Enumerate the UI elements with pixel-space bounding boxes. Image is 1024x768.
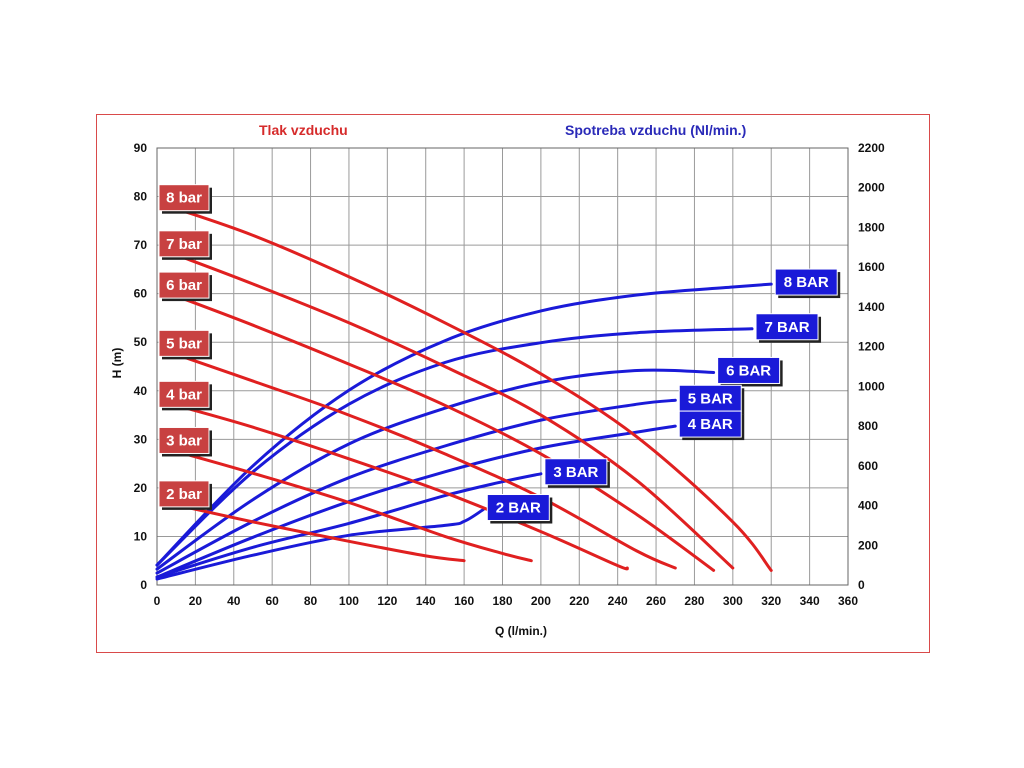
x-tick-label: 20 bbox=[189, 594, 203, 608]
head-label-3-bar: 3 bar bbox=[166, 432, 202, 449]
air-curve-7-bar bbox=[155, 327, 754, 567]
air-label-box bbox=[544, 458, 608, 486]
x-tick-label: 220 bbox=[569, 594, 589, 608]
air-label-8-bar: 8 BAR bbox=[784, 274, 829, 291]
y-left-tick-label: 80 bbox=[134, 190, 148, 204]
y-left-tick-label: 10 bbox=[134, 529, 148, 543]
head-curve-5-bar bbox=[174, 352, 677, 570]
air-curve-6-bar bbox=[155, 368, 716, 571]
left-title: Tlak vzduchu bbox=[259, 122, 348, 138]
head-label-5-bar: 5 bar bbox=[166, 335, 202, 352]
tick-labels: 0 20 40 60 80 100 120 140 160 180 200 220 240 260 280 3… bbox=[134, 141, 885, 608]
y-left-tick-label: 30 bbox=[134, 432, 148, 446]
air-label-box bbox=[717, 356, 781, 384]
head-curve-2-bar bbox=[174, 503, 466, 563]
x-tick-label: 40 bbox=[227, 594, 241, 608]
head-label-box bbox=[158, 426, 210, 454]
air-label-box bbox=[678, 410, 742, 438]
x-tick-label: 260 bbox=[646, 594, 666, 608]
air-label-3-bar: 3 BAR bbox=[553, 464, 598, 481]
head-label-4-bar: 4 bar bbox=[166, 386, 202, 403]
x-tick-label: 300 bbox=[723, 594, 743, 608]
x-tick-label: 360 bbox=[838, 594, 858, 608]
y-right-tick-label: 600 bbox=[858, 459, 878, 473]
air-label-box bbox=[678, 384, 742, 412]
x-tick-label: 240 bbox=[608, 594, 628, 608]
y-left-tick-label: 90 bbox=[134, 141, 148, 155]
air-label-7-bar: 7 BAR bbox=[765, 319, 810, 336]
y-right-tick-label: 2000 bbox=[858, 181, 885, 195]
x-tick-label: 80 bbox=[304, 594, 318, 608]
x-tick-label: 340 bbox=[800, 594, 820, 608]
y-right-tick-label: 800 bbox=[858, 419, 878, 433]
y-left-tick-label: 70 bbox=[134, 238, 148, 252]
y-right-tick-label: 200 bbox=[858, 538, 878, 552]
x-tick-label: 0 bbox=[154, 594, 161, 608]
head-label-box bbox=[158, 184, 210, 212]
head-curves bbox=[174, 207, 773, 572]
head-label-8-bar: 8 bar bbox=[166, 190, 202, 207]
air-label-box bbox=[755, 313, 819, 341]
right-title: Spotreba vzduchu (Nl/min.) bbox=[565, 122, 746, 138]
air-curve-3-bar bbox=[155, 472, 543, 579]
head-label-6-bar: 6 bar bbox=[166, 277, 202, 294]
y-right-tick-label: 2200 bbox=[858, 141, 885, 155]
head-label-box bbox=[158, 271, 210, 299]
air-label-box bbox=[486, 494, 550, 522]
head-label-box bbox=[158, 380, 210, 408]
plot-border bbox=[156, 147, 849, 586]
air-label-2-bar: 2 BAR bbox=[496, 500, 541, 517]
air-curve-4-bar bbox=[155, 424, 677, 579]
head-curve-6-bar bbox=[174, 294, 716, 572]
head-label-box bbox=[158, 329, 210, 357]
head-curve-7-bar bbox=[174, 253, 735, 570]
head-label-7-bar: 7 bar bbox=[166, 236, 202, 253]
x-tick-label: 200 bbox=[531, 594, 551, 608]
head-label-2-bar: 2 bar bbox=[166, 486, 202, 503]
x-tick-label: 280 bbox=[684, 594, 704, 608]
air-curve-8-bar bbox=[155, 282, 773, 567]
y-axis-label: H (m) bbox=[110, 348, 124, 379]
head-curve-4-bar bbox=[174, 403, 629, 571]
air-label-6-bar: 6 BAR bbox=[726, 362, 771, 379]
y-right-tick-label: 1200 bbox=[858, 340, 885, 354]
head-curve-3-bar bbox=[174, 450, 533, 563]
y-left-tick-label: 0 bbox=[140, 578, 147, 592]
air-label-5-bar: 5 BAR bbox=[688, 390, 733, 407]
x-tick-label: 60 bbox=[265, 594, 279, 608]
y-left-tick-label: 50 bbox=[134, 335, 148, 349]
air-label-box bbox=[774, 268, 838, 296]
x-tick-label: 140 bbox=[416, 594, 436, 608]
y-left-tick-label: 20 bbox=[134, 481, 148, 495]
y-right-tick-label: 0 bbox=[858, 578, 865, 592]
chart-frame: Tlak vzduchu Spotreba vzduchu (Nl/min.) … bbox=[96, 114, 930, 653]
x-tick-label: 320 bbox=[761, 594, 781, 608]
y-right-tick-label: 1800 bbox=[858, 220, 885, 234]
head-curve-8-bar bbox=[174, 207, 773, 572]
x-tick-label: 160 bbox=[454, 594, 474, 608]
air-curve-2-bar bbox=[155, 508, 485, 581]
y-left-tick-label: 60 bbox=[134, 287, 148, 301]
pump-curve-chart: Tlak vzduchu Spotreba vzduchu (Nl/min.) … bbox=[110, 122, 885, 638]
y-right-tick-label: 1400 bbox=[858, 300, 885, 314]
y-left-tick-label: 40 bbox=[134, 384, 148, 398]
x-tick-label: 100 bbox=[339, 594, 359, 608]
head-label-box bbox=[158, 480, 210, 508]
y-right-tick-label: 1600 bbox=[858, 260, 885, 274]
x-tick-label: 180 bbox=[492, 594, 512, 608]
x-tick-label: 120 bbox=[377, 594, 397, 608]
air-label-4-bar: 4 BAR bbox=[688, 416, 733, 433]
y-right-tick-label: 400 bbox=[858, 499, 878, 513]
x-axis-label: Q (l/min.) bbox=[495, 624, 547, 638]
curve-labels: 8 bar 7 bar 6 bar 5 bar 4 bar 3 bar 2 bar 8 BAR… bbox=[158, 184, 841, 524]
head-label-box bbox=[158, 230, 210, 258]
y-right-tick-label: 1000 bbox=[858, 379, 885, 393]
